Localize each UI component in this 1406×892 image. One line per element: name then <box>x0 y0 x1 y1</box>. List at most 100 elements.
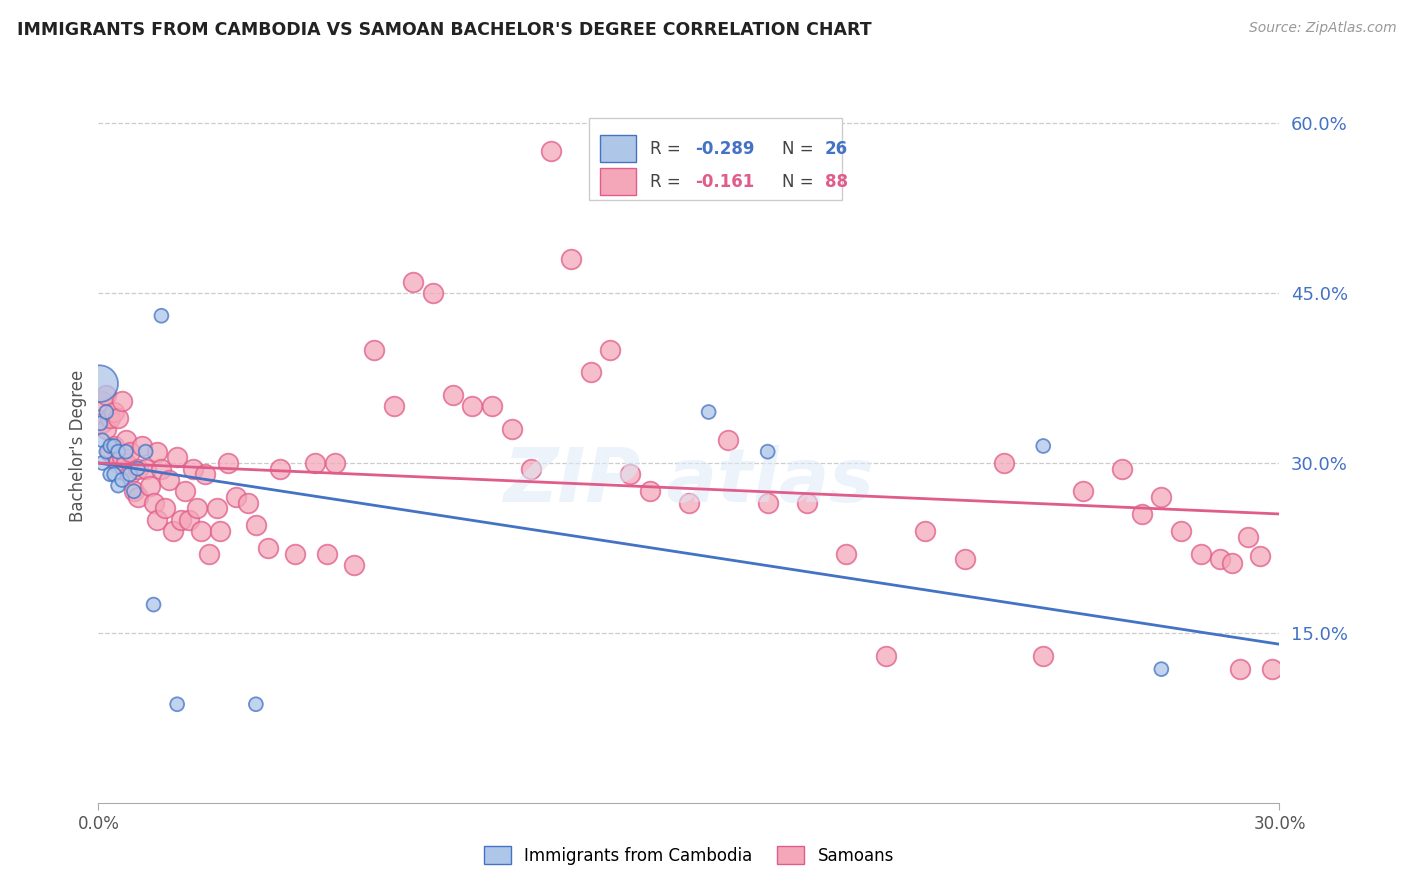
Point <box>697 405 720 419</box>
Point <box>245 698 267 712</box>
Point <box>89 417 111 431</box>
Point <box>540 145 562 159</box>
Text: N =: N = <box>782 140 820 158</box>
Point <box>162 524 184 538</box>
Point <box>96 388 118 402</box>
Point <box>118 467 141 482</box>
Point <box>1189 547 1212 561</box>
Point <box>1229 662 1251 676</box>
Text: -0.161: -0.161 <box>695 173 754 191</box>
Point <box>363 343 385 357</box>
Point <box>236 495 259 509</box>
Point <box>461 400 484 414</box>
Point <box>1237 530 1260 544</box>
Point <box>323 456 346 470</box>
Point <box>835 547 858 561</box>
Point <box>89 376 111 391</box>
Text: R =: R = <box>650 173 686 191</box>
Point <box>146 513 169 527</box>
Point <box>150 461 173 475</box>
Point <box>122 484 145 499</box>
Point <box>402 275 425 289</box>
Text: ZIP atlas: ZIP atlas <box>503 445 875 518</box>
Point <box>107 410 129 425</box>
Point <box>107 478 129 492</box>
Point <box>599 343 621 357</box>
Point <box>135 444 157 458</box>
Point <box>194 467 217 482</box>
Point <box>197 547 219 561</box>
Point <box>1260 662 1282 676</box>
Point <box>717 434 740 448</box>
Point <box>501 422 523 436</box>
Point <box>96 405 118 419</box>
Point <box>1130 507 1153 521</box>
Point <box>91 393 114 408</box>
Point <box>756 495 779 509</box>
Point <box>796 495 818 509</box>
Point <box>1111 461 1133 475</box>
Point <box>115 434 138 448</box>
Point <box>1249 549 1271 563</box>
Point <box>111 450 134 465</box>
Point <box>98 410 121 425</box>
Point <box>914 524 936 538</box>
Text: N =: N = <box>782 173 820 191</box>
Point <box>638 484 661 499</box>
Point <box>1150 490 1173 504</box>
Point <box>993 456 1015 470</box>
Point <box>103 405 125 419</box>
Point <box>174 484 197 499</box>
Point <box>382 400 405 414</box>
Point <box>579 365 602 379</box>
Point <box>146 444 169 458</box>
Point <box>91 417 114 431</box>
Point <box>170 513 193 527</box>
Point <box>122 484 145 499</box>
Point <box>127 461 149 475</box>
Point <box>127 461 149 475</box>
Point <box>166 698 188 712</box>
Point <box>619 467 641 482</box>
Point <box>177 513 200 527</box>
Point <box>1220 556 1243 570</box>
Point <box>115 444 138 458</box>
Text: R =: R = <box>650 140 686 158</box>
Point <box>142 598 165 612</box>
Point <box>560 252 582 266</box>
Point <box>91 434 114 448</box>
Point <box>1032 439 1054 453</box>
Point <box>91 456 114 470</box>
Point <box>304 456 326 470</box>
Text: -0.289: -0.289 <box>695 140 755 158</box>
Point <box>875 648 897 663</box>
Point <box>225 490 247 504</box>
Point <box>256 541 278 555</box>
Point <box>284 547 307 561</box>
Point <box>107 456 129 470</box>
Point <box>111 473 134 487</box>
Point <box>98 439 121 453</box>
FancyBboxPatch shape <box>589 118 842 200</box>
Point <box>953 552 976 566</box>
Point <box>118 444 141 458</box>
Legend: Immigrants from Cambodia, Samoans: Immigrants from Cambodia, Samoans <box>475 838 903 873</box>
Point <box>115 456 138 470</box>
Point <box>96 422 118 436</box>
Point <box>209 524 232 538</box>
Point <box>103 467 125 482</box>
Text: IMMIGRANTS FROM CAMBODIA VS SAMOAN BACHELOR'S DEGREE CORRELATION CHART: IMMIGRANTS FROM CAMBODIA VS SAMOAN BACHE… <box>17 21 872 39</box>
Point <box>181 461 204 475</box>
Point <box>98 467 121 482</box>
Point <box>1209 552 1232 566</box>
Point <box>96 444 118 458</box>
Point <box>166 450 188 465</box>
Point <box>157 473 180 487</box>
Point <box>138 478 160 492</box>
Text: Source: ZipAtlas.com: Source: ZipAtlas.com <box>1249 21 1396 36</box>
Point <box>155 501 177 516</box>
Point <box>217 456 239 470</box>
Point <box>150 309 173 323</box>
Point <box>245 518 267 533</box>
Point <box>118 467 141 482</box>
